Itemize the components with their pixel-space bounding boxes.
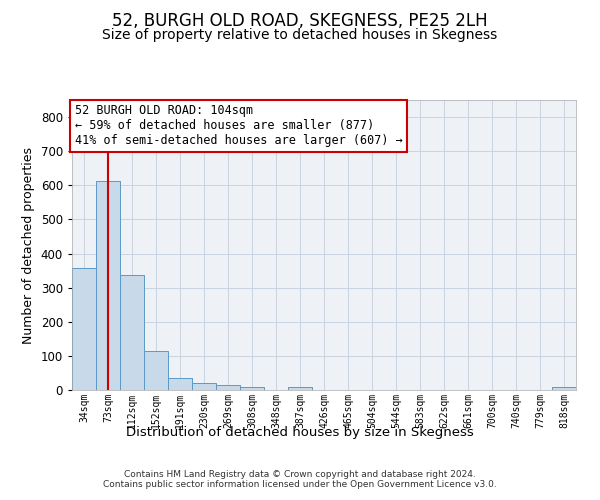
- Bar: [144, 351, 168, 390]
- Text: Size of property relative to detached houses in Skegness: Size of property relative to detached ho…: [103, 28, 497, 42]
- Bar: [72, 268, 96, 390]
- Bar: [120, 276, 144, 390]
- Y-axis label: Number of detached properties: Number of detached properties: [22, 146, 35, 344]
- Text: Contains HM Land Registry data © Crown copyright and database right 2024.: Contains HM Land Registry data © Crown c…: [124, 470, 476, 479]
- Bar: [192, 383, 216, 390]
- Text: 52 BURGH OLD ROAD: 104sqm
← 59% of detached houses are smaller (877)
41% of semi: 52 BURGH OLD ROAD: 104sqm ← 59% of detac…: [74, 104, 402, 148]
- Bar: [168, 378, 192, 390]
- Bar: [552, 388, 576, 390]
- Text: 52, BURGH OLD ROAD, SKEGNESS, PE25 2LH: 52, BURGH OLD ROAD, SKEGNESS, PE25 2LH: [112, 12, 488, 30]
- Text: Distribution of detached houses by size in Skegness: Distribution of detached houses by size …: [126, 426, 474, 439]
- Bar: [240, 387, 264, 390]
- Text: Contains public sector information licensed under the Open Government Licence v3: Contains public sector information licen…: [103, 480, 497, 489]
- Bar: [216, 385, 240, 390]
- Bar: [96, 180, 120, 390]
- Bar: [288, 388, 312, 390]
